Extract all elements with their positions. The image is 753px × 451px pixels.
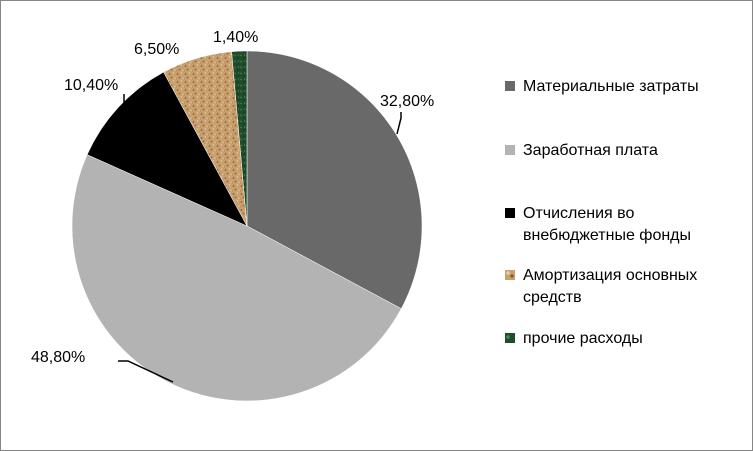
legend-label-other-line-1: прочие расходы — [523, 330, 643, 347]
data-label-contributions: 10,40% — [64, 77, 118, 94]
data-label-material: 32,80% — [380, 93, 434, 110]
legend-label-salary: Заработная плата — [523, 140, 658, 162]
data-label-salary: 48,80% — [31, 349, 85, 366]
legend-label-depreciation-line-2: средств — [523, 289, 582, 306]
legend-label-salary-line-1: Заработная плата — [523, 142, 658, 159]
data-label-depreciation: 6,50% — [134, 41, 179, 58]
legend-swatch-salary — [505, 145, 515, 155]
legend-label-contributions-line-1: Отчисления во — [523, 205, 635, 222]
pie-slice-material — [246, 50, 423, 310]
legend-item-contributions: Отчисления во внебюджетные фонды — [505, 203, 745, 247]
legend-swatch-other — [505, 333, 515, 343]
legend-label-contributions: Отчисления во внебюджетные фонды — [523, 203, 691, 247]
legend-item-other: прочие расходы — [505, 328, 745, 350]
legend-label-contributions-line-2: внебюджетные фонды — [523, 227, 692, 244]
legend-swatch-material — [505, 81, 515, 91]
legend-item-depreciation: Амортизация основных средств — [505, 265, 745, 309]
legend-item-material: Материальные затраты — [505, 76, 745, 98]
data-label-other: 1,40% — [213, 29, 258, 46]
leader-line-material — [396, 112, 402, 135]
pie-slice-contributions — [86, 71, 248, 227]
legend-label-other: прочие расходы — [523, 328, 643, 350]
legend-label-depreciation: Амортизация основных средств — [523, 265, 697, 309]
pie-slice-other — [231, 50, 248, 227]
pie-slice-salary — [71, 154, 402, 402]
legend-label-material-line-1: Материальные затраты — [523, 78, 699, 95]
legend-item-salary: Заработная плата — [505, 140, 745, 162]
legend-label-material: Материальные затраты — [523, 76, 699, 98]
legend-label-depreciation-line-1: Амортизация основных — [523, 267, 698, 284]
legend-swatch-depreciation — [505, 270, 515, 280]
legend-swatch-contributions — [505, 208, 515, 218]
leader-line-salary — [118, 360, 174, 383]
